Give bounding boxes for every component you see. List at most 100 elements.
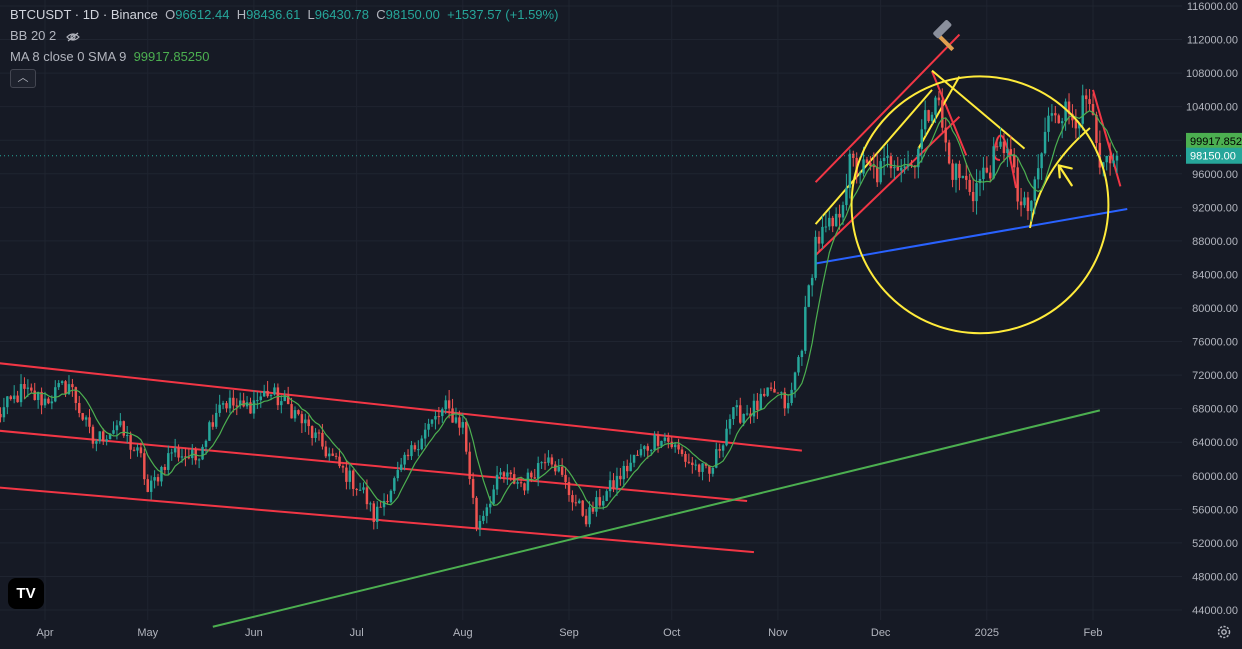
candle-body bbox=[927, 110, 930, 121]
candle-body bbox=[841, 205, 845, 218]
price-tick-label: 108000.00 bbox=[1186, 68, 1238, 80]
low-value: 96430.78 bbox=[314, 7, 370, 22]
candle-body bbox=[550, 457, 554, 465]
candle-body bbox=[84, 417, 88, 420]
candle-body bbox=[430, 419, 434, 424]
candle-body bbox=[786, 403, 790, 409]
last-price-text: 98150.00 bbox=[1190, 151, 1236, 163]
candle-body bbox=[238, 400, 242, 406]
price-tick-label: 52000.00 bbox=[1192, 538, 1238, 550]
candle-body bbox=[156, 477, 160, 482]
candle-body bbox=[273, 387, 276, 395]
candle-body bbox=[225, 403, 228, 409]
candle-body bbox=[485, 507, 489, 516]
hammer-icon bbox=[933, 20, 955, 52]
candle-body bbox=[810, 277, 814, 286]
annotations-layer bbox=[850, 20, 1110, 335]
candle-body bbox=[954, 163, 958, 180]
candle-body bbox=[482, 515, 485, 521]
candle-body bbox=[57, 383, 60, 388]
candle-body bbox=[410, 445, 413, 457]
candle-body bbox=[725, 428, 728, 446]
candle-body bbox=[492, 489, 495, 504]
candle-body bbox=[146, 479, 149, 492]
chart-grid bbox=[0, 0, 1182, 620]
yellow-circle bbox=[850, 75, 1110, 335]
bb-indicator-label[interactable]: BB 20 2 bbox=[10, 28, 57, 43]
candle-body bbox=[1074, 120, 1078, 129]
time-axis[interactable]: Apr May Jun Jul Aug Sep Oct Nov Dec 2025 Feb bbox=[36, 627, 1102, 639]
candle-body bbox=[1060, 121, 1064, 124]
symbol-label[interactable]: BTCUSDT · 1D · Binance bbox=[10, 7, 158, 22]
red-trend-line bbox=[814, 116, 961, 256]
ohlc-row: BTCUSDT · 1D · Binance O96612.44 H98436.… bbox=[10, 7, 559, 22]
candle-body bbox=[317, 432, 321, 434]
price-tick-label: 112000.00 bbox=[1187, 35, 1238, 47]
candle-body bbox=[615, 475, 619, 489]
candle-body bbox=[951, 163, 954, 180]
chevron-up-icon: ︿ bbox=[17, 72, 29, 84]
candle-body bbox=[608, 480, 612, 492]
collapse-legend-button[interactable]: ︿ bbox=[10, 69, 36, 88]
candle-body bbox=[831, 217, 834, 227]
candle-body bbox=[718, 449, 721, 451]
price-axis[interactable]: 116000.00112000.00108000.00104000.001000… bbox=[1182, 0, 1242, 649]
candle-body bbox=[797, 357, 800, 373]
candle-body bbox=[934, 97, 937, 115]
candle-body bbox=[673, 444, 677, 448]
candle-body bbox=[564, 474, 567, 483]
candle-body bbox=[252, 400, 256, 414]
candle-body bbox=[74, 387, 78, 403]
yellow-trend-line bbox=[931, 69, 1026, 150]
candle-body bbox=[622, 465, 626, 480]
open-value: 96612.44 bbox=[175, 7, 230, 22]
candle-body bbox=[519, 482, 523, 484]
candle-body bbox=[115, 425, 119, 431]
candle-body bbox=[1064, 101, 1067, 122]
candle-body bbox=[756, 400, 759, 410]
gear-icon[interactable] bbox=[1216, 624, 1232, 640]
candle-body bbox=[889, 156, 893, 169]
candle-body bbox=[646, 446, 650, 451]
candle-body bbox=[256, 400, 259, 402]
candle-body bbox=[660, 440, 663, 446]
price-tick-label: 44000.00 bbox=[1192, 605, 1238, 617]
candle-body bbox=[290, 404, 293, 419]
candle-body bbox=[728, 419, 732, 429]
candle-body bbox=[574, 502, 578, 504]
candle-body bbox=[732, 407, 735, 420]
candle-body bbox=[108, 433, 112, 440]
candle-body bbox=[280, 401, 283, 406]
ma-row[interactable]: MA 8 close 0 SMA 9 99917.85250 bbox=[10, 46, 558, 67]
candle-body bbox=[536, 463, 540, 479]
ma-indicator-label[interactable]: MA 8 close 0 SMA 9 bbox=[10, 49, 127, 64]
candle-body bbox=[595, 497, 598, 512]
candle-body bbox=[882, 157, 886, 162]
candle-body bbox=[211, 422, 215, 427]
time-tick-label: Apr bbox=[36, 627, 53, 639]
candle-body bbox=[341, 466, 345, 468]
candle-body bbox=[989, 172, 992, 179]
candle-body bbox=[64, 381, 67, 394]
candle-body bbox=[619, 475, 622, 480]
candle-body bbox=[769, 387, 773, 389]
eye-hidden-icon[interactable] bbox=[66, 32, 80, 42]
bb-row[interactable]: BB 20 2 bbox=[10, 25, 558, 46]
drawings-layer bbox=[0, 33, 1128, 628]
candle-body bbox=[749, 413, 752, 417]
candle-body bbox=[923, 110, 927, 130]
blue-trend-line bbox=[815, 208, 1128, 265]
candle-body bbox=[845, 187, 848, 206]
candle-body bbox=[321, 432, 324, 447]
candle-body bbox=[598, 497, 602, 506]
candle-body bbox=[19, 384, 23, 403]
candle-body bbox=[2, 407, 6, 418]
candle-body bbox=[687, 461, 691, 463]
green-trend-line bbox=[212, 409, 1101, 628]
candle-body bbox=[742, 413, 745, 423]
candle-body bbox=[36, 391, 40, 400]
candle-body bbox=[1084, 95, 1088, 100]
candle-body bbox=[393, 478, 396, 491]
candle-body bbox=[985, 167, 989, 173]
